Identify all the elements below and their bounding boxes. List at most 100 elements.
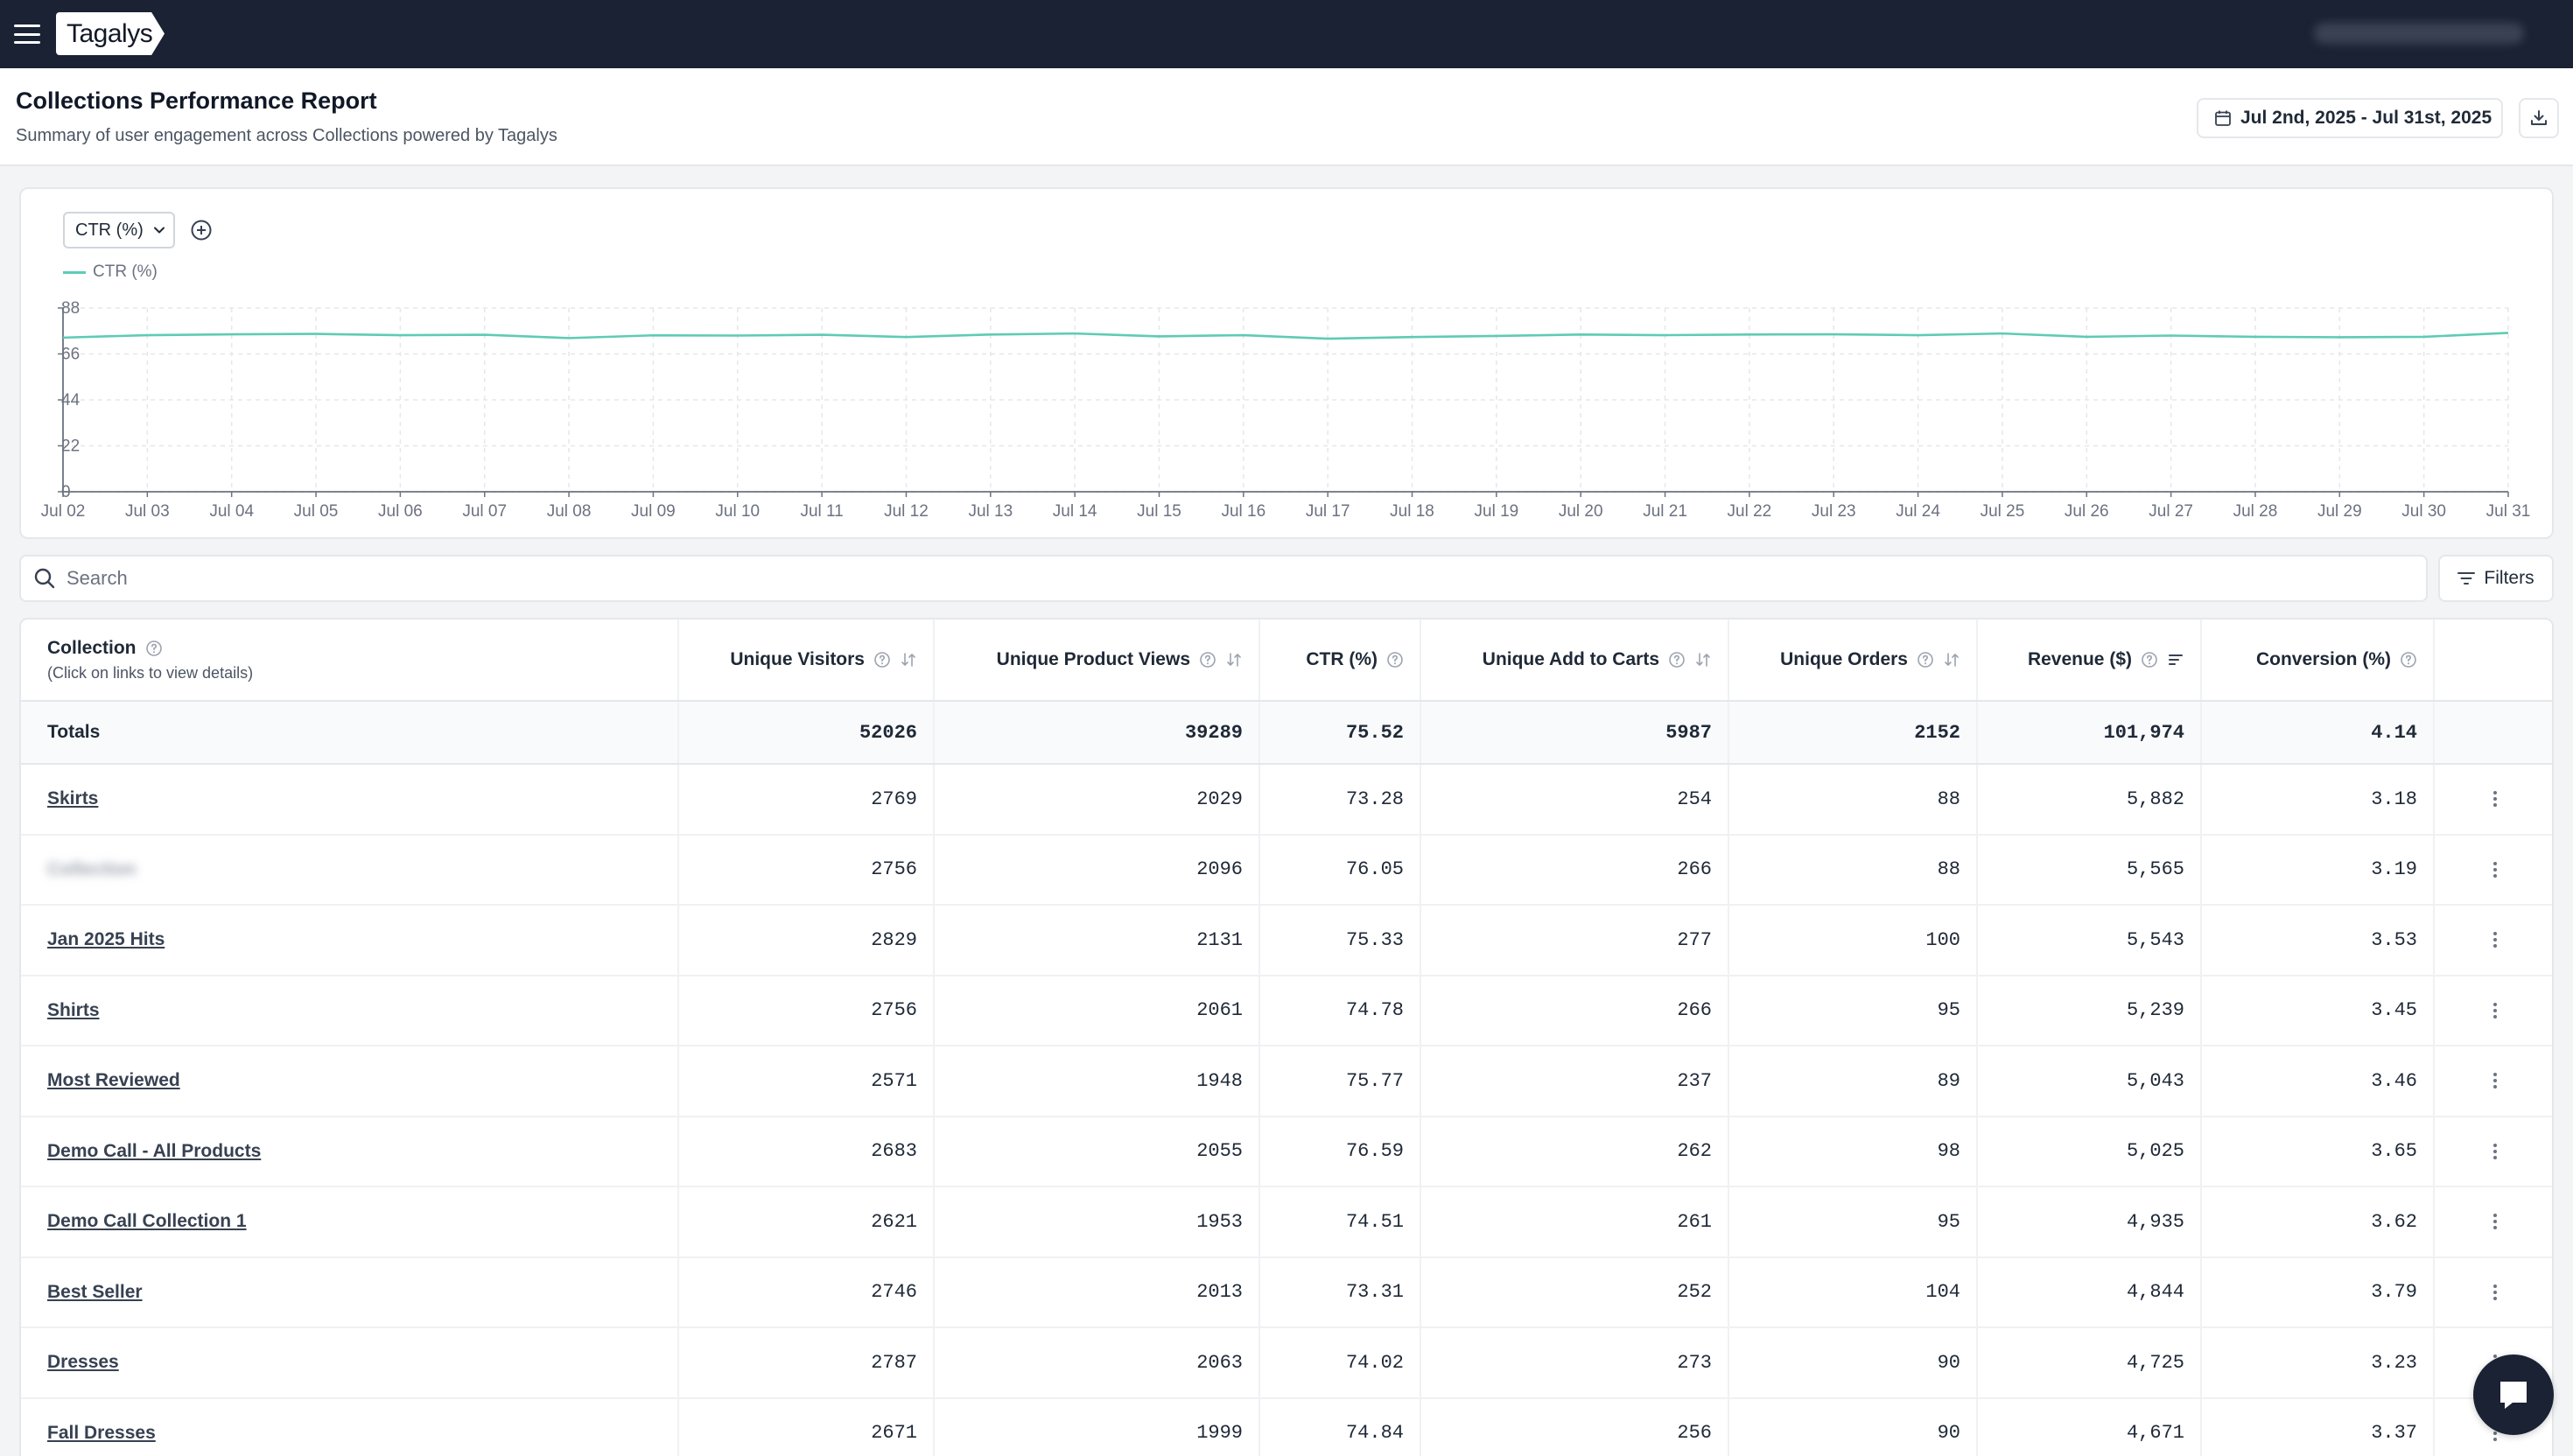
table-row: Fall Dresses 2671 1999 74.84 256 90 4,671 3.37 [21, 1398, 2552, 1456]
more-options-icon[interactable] [2488, 927, 2502, 953]
collection-column-header: Collection (Click on links to view detai… [21, 620, 679, 700]
row-actions-cell [2435, 906, 2552, 975]
date-range-label: Jul 2nd, 2025 - Jul 31st, 2025 [2240, 108, 2492, 128]
x-tick-label: Jul 10 [715, 502, 760, 521]
x-tick-label: Jul 09 [631, 502, 676, 521]
collection-cell: Most Reviewed [21, 1046, 679, 1116]
unique-visitors-cell: 2746 [679, 1257, 935, 1326]
unique-visitors-cell: 2571 [679, 1046, 935, 1116]
sort-icon[interactable] [1943, 651, 1960, 668]
collection-link[interactable]: Fall Dresses [47, 1422, 156, 1443]
column-label: CTR (%) [1306, 649, 1378, 669]
unique-orders-header[interactable]: Unique Orders [1729, 620, 1978, 700]
add-metric-icon[interactable] [189, 218, 214, 242]
conversion-cell: 3.23 [2202, 1328, 2435, 1397]
unique-add-to-carts-cell: 252 [1421, 1257, 1729, 1326]
download-button[interactable] [2519, 98, 2559, 138]
page-header: Collections Performance Report Summary o… [0, 68, 2573, 166]
search-input[interactable] [67, 567, 2342, 590]
totals-actions-cell [2435, 702, 2552, 763]
column-label: Unique Add to Carts [1482, 649, 1659, 669]
account-menu[interactable] [2314, 23, 2524, 44]
conversion-cell: 3.62 [2202, 1187, 2435, 1256]
more-options-icon[interactable] [2488, 1138, 2502, 1165]
filters-button[interactable]: Filters [2438, 555, 2554, 602]
unique-orders-cell: 100 [1729, 906, 1978, 975]
ctr-cell: 74.02 [1260, 1328, 1421, 1397]
column-label: Unique Orders [1780, 649, 1908, 669]
collection-link[interactable]: Dresses [47, 1352, 119, 1373]
sort-icon[interactable] [1694, 651, 1712, 668]
y-tick-label: 44 [61, 391, 81, 410]
sort-descending-icon[interactable] [2167, 651, 2184, 668]
x-tick-label: Jul 23 [1812, 502, 1856, 521]
logo-text: Tagalys [67, 18, 153, 48]
help-icon[interactable] [2400, 651, 2417, 668]
revenue-cell: 5,543 [1978, 906, 2202, 975]
more-options-icon[interactable] [2488, 1208, 2502, 1235]
revenue-header[interactable]: Revenue ($) [1978, 620, 2202, 700]
totals-row: Totals 52026 39289 75.52 5987 2152 101,9… [21, 702, 2552, 765]
help-icon[interactable] [145, 640, 163, 657]
table-row: Demo Call Collection 1 2621 1953 74.51 261 95… [21, 1187, 2552, 1258]
more-options-icon[interactable] [2488, 786, 2502, 812]
sort-icon[interactable] [900, 651, 917, 668]
help-icon[interactable] [1917, 651, 1934, 668]
x-tick-label: Jul 11 [800, 502, 843, 521]
unique-visitors-cell: 2756 [679, 976, 935, 1045]
more-options-icon[interactable] [2488, 857, 2502, 883]
conversion-cell: 3.18 [2202, 765, 2435, 834]
conversion-cell: 3.53 [2202, 906, 2435, 975]
help-icon[interactable] [1199, 651, 1216, 668]
date-range-picker[interactable]: Jul 2nd, 2025 - Jul 31st, 2025 [2197, 98, 2503, 138]
unique-visitors-header[interactable]: Unique Visitors [679, 620, 935, 700]
unique-product-views-header[interactable]: Unique Product Views [935, 620, 1260, 700]
revenue-cell: 5,043 [1978, 1046, 2202, 1116]
total-unique-product-views: 39289 [935, 702, 1260, 763]
unique-orders-cell: 95 [1729, 1187, 1978, 1256]
collection-cell: Collection [21, 835, 679, 904]
menu-icon[interactable] [14, 21, 40, 47]
collection-link[interactable]: Collection [47, 858, 137, 879]
x-tick-label: Jul 16 [1221, 502, 1265, 521]
filter-icon [2457, 572, 2476, 584]
collection-cell: Jan 2025 Hits [21, 906, 679, 975]
tagalys-logo[interactable]: Tagalys [56, 12, 165, 55]
collection-link[interactable]: Most Reviewed [47, 1070, 180, 1091]
collection-link[interactable]: Jan 2025 Hits [47, 929, 165, 950]
help-icon[interactable] [1386, 651, 1404, 668]
x-tick-label: Jul 08 [547, 502, 592, 521]
conversion-cell: 3.46 [2202, 1046, 2435, 1116]
chat-widget-button[interactable] [2473, 1354, 2554, 1435]
more-options-icon[interactable] [2488, 1068, 2502, 1094]
column-label: Unique Visitors [730, 649, 865, 669]
revenue-cell: 5,239 [1978, 976, 2202, 1045]
collection-link[interactable]: Demo Call Collection 1 [47, 1211, 247, 1232]
help-icon[interactable] [1668, 651, 1686, 668]
total-unique-orders: 2152 [1729, 702, 1978, 763]
ctr-cell: 74.51 [1260, 1187, 1421, 1256]
help-icon[interactable] [2141, 651, 2158, 668]
collection-link[interactable]: Best Seller [47, 1281, 143, 1302]
y-tick-label: 66 [61, 346, 80, 364]
column-label: Conversion (%) [2255, 649, 2391, 669]
collection-link[interactable]: Skirts [47, 788, 99, 809]
x-tick-label: Jul 21 [1643, 502, 1687, 521]
more-options-icon[interactable] [2488, 998, 2502, 1024]
sort-icon[interactable] [1225, 651, 1243, 668]
unique-visitors-cell: 2769 [679, 765, 935, 834]
unique-add-to-carts-header[interactable]: Unique Add to Carts [1421, 620, 1729, 700]
x-tick-label: Jul 29 [2317, 502, 2362, 521]
unique-orders-cell: 90 [1729, 1328, 1978, 1397]
ctr-cell: 74.78 [1260, 976, 1421, 1045]
collection-link[interactable]: Shirts [47, 999, 100, 1020]
more-options-icon[interactable] [2488, 1279, 2502, 1306]
x-tick-label: Jul 03 [125, 502, 170, 521]
collection-link[interactable]: Demo Call - All Products [47, 1140, 262, 1161]
ctr-cell: 75.33 [1260, 906, 1421, 975]
table-row: Best Seller 2746 2013 73.31 252 104 4,844 3.79 [21, 1257, 2552, 1328]
help-icon[interactable] [873, 651, 891, 668]
conversion-cell: 3.37 [2202, 1398, 2435, 1456]
metric-dropdown[interactable]: CTR (%) [63, 212, 175, 248]
